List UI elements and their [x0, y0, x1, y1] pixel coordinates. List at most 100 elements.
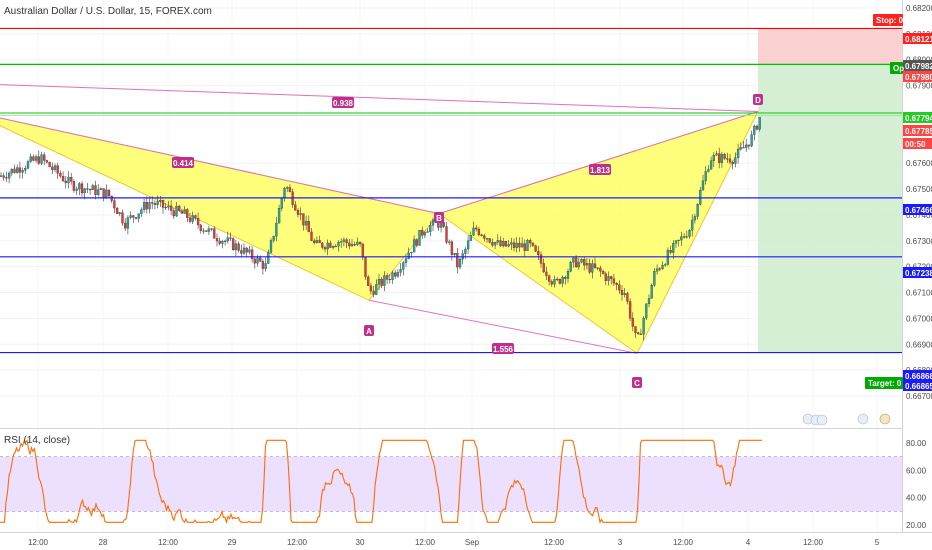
- rsi-band: [0, 456, 902, 512]
- candle-body: [175, 205, 178, 217]
- price-tag-value: 0.67238: [905, 269, 932, 278]
- candle-body: [345, 239, 348, 244]
- candle-body: [626, 293, 629, 302]
- candle-body: [688, 230, 691, 237]
- candle-body: [388, 278, 391, 281]
- candle-body: [145, 202, 148, 210]
- candle-body: [56, 165, 59, 174]
- economic-events[interactable]: [802, 413, 891, 426]
- horizontal-levels[interactable]: [0, 27, 902, 354]
- candle-body: [504, 241, 508, 247]
- candle-body: [172, 210, 175, 217]
- candle-body: [18, 167, 22, 173]
- candle-body: [709, 160, 713, 170]
- flag-icon[interactable]: [857, 413, 869, 425]
- candle-body: [712, 155, 715, 161]
- candle-body: [558, 278, 562, 284]
- candle-body: [340, 241, 343, 243]
- candle-body: [655, 268, 659, 272]
- candle-body: [499, 240, 502, 247]
- candle-body: [685, 236, 688, 238]
- candle-body: [202, 230, 205, 232]
- candle-body: [674, 240, 678, 244]
- candle-body: [402, 262, 405, 270]
- candle-body: [375, 284, 378, 295]
- ratio-tag: [492, 343, 514, 354]
- candle-body: [661, 265, 664, 270]
- candle-body: [299, 213, 302, 215]
- candle-body: [191, 215, 194, 222]
- candle-body: [356, 241, 359, 245]
- candle-body: [337, 241, 340, 247]
- candle-body: [259, 257, 262, 262]
- ac-ratio-line: [368, 299, 638, 354]
- rsi-tick-label: 20.00: [906, 521, 927, 530]
- candle-body: [178, 205, 181, 211]
- harmonic-pattern[interactable]: [0, 84, 759, 355]
- candle-body: [264, 263, 267, 269]
- candle-body: [26, 161, 30, 169]
- candle-body: [539, 254, 543, 264]
- candle-body: [431, 219, 435, 226]
- price-tag: [903, 125, 932, 136]
- candle-body: [75, 188, 78, 191]
- candle-body: [253, 258, 256, 264]
- time-tick-label: 12:00: [803, 538, 824, 547]
- time-tick-label: 3: [618, 538, 623, 547]
- flag-icon[interactable]: [816, 414, 828, 426]
- candle-body: [61, 176, 65, 182]
- candle-body: [377, 279, 381, 285]
- time-tick-label: 12:00: [415, 538, 436, 547]
- candle-body: [593, 263, 597, 268]
- candle-body: [267, 252, 270, 264]
- point-tag: [434, 212, 444, 223]
- candle-body: [105, 189, 108, 199]
- candle-body: [747, 144, 751, 147]
- candle-body: [391, 272, 394, 280]
- candle-body: [121, 212, 124, 224]
- candle-body: [483, 235, 486, 239]
- candle-body: [24, 168, 27, 171]
- candle-body: [634, 326, 637, 333]
- candle-body: [701, 180, 705, 191]
- rsi-series: [0, 438, 762, 525]
- candle-body: [550, 281, 553, 285]
- candle-body: [48, 162, 51, 168]
- rsi-pane[interactable]: [0, 438, 902, 525]
- rsi-tick-label: 40.00: [906, 494, 927, 503]
- rsi-label: RSI (14, close): [4, 435, 70, 446]
- time-scale[interactable]: 12:00 28 12:00 29 12:00 30 12:00 Sep 12:00 3 12:00…: [28, 538, 880, 547]
- rsi-scale[interactable]: 80.00 60.00 40.00 20.00: [906, 439, 927, 530]
- candle-body: [2, 175, 5, 178]
- candle-body: [507, 244, 510, 247]
- candle-body: [210, 228, 213, 230]
- candle-body: [628, 301, 632, 319]
- candle-body: [583, 259, 586, 266]
- candle-body: [604, 273, 607, 281]
- candle-body: [113, 200, 116, 209]
- position-label-tag: [865, 377, 903, 389]
- chart-title: Australian Dollar / U.S. Dollar, 15, FOR…: [4, 6, 212, 17]
- candle-body: [399, 269, 402, 273]
- candle-body: [742, 147, 745, 149]
- candle-body: [237, 243, 240, 251]
- candle-body: [164, 207, 167, 209]
- candle-body: [745, 144, 748, 148]
- candle-body: [736, 149, 740, 158]
- candle-body: [321, 242, 324, 248]
- candle-body: [218, 240, 221, 244]
- candle-body: [313, 240, 316, 243]
- price-tag: [903, 370, 932, 381]
- candle-body: [10, 168, 13, 174]
- candle-body: [421, 229, 424, 236]
- candle-body: [485, 238, 489, 240]
- candle-body: [256, 257, 259, 264]
- candle-body: [545, 271, 548, 276]
- price-tag-value: 0.67785: [905, 127, 932, 136]
- price-pane[interactable]: 0.414 1.813 0.938 1.556 A B C D: [0, 0, 902, 532]
- candle-body: [547, 275, 551, 282]
- earnings-icon[interactable]: [879, 413, 891, 425]
